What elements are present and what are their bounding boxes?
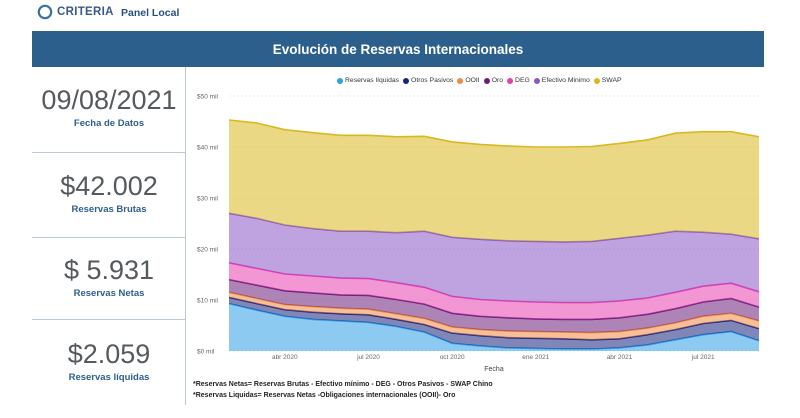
legend-item[interactable]: Reservas líquidas (337, 77, 399, 84)
footnote-reservas-liquidas: *Reservas Liquidas= Reservas Netas -Obli… (193, 391, 456, 399)
kpi-card-fecha: 09/08/2021 Fecha de Datos (32, 84, 186, 129)
x-tick-label: ene 2021 (522, 354, 549, 361)
legend-dot-icon (457, 77, 464, 84)
legend-dot-icon (403, 77, 410, 84)
kpi-column: 09/08/2021 Fecha de Datos $42.002 Reserv… (32, 67, 186, 405)
legend-dot-icon (337, 77, 343, 84)
y-tick-label: $0 mil (197, 349, 215, 356)
legend-label: Otros Pasivos (411, 77, 454, 84)
footnotes: *Reservas Netas= Reservas Brutas - Efect… (193, 380, 493, 401)
chart-legend[interactable]: Reservas líquidas Otros Pasivos OOII Oro DEG… (337, 77, 626, 84)
footnote-reservas-netas: *Reservas Netas= Reservas Brutas - Efect… (193, 381, 493, 388)
x-tick-label: oct 2020 (440, 354, 465, 361)
legend-dot-icon (483, 77, 490, 84)
legend-dot-icon (507, 77, 514, 84)
kpi-label: Reservas Brutas (71, 204, 147, 215)
kpi-value: $2.059 (67, 339, 151, 369)
kpi-value: $42.002 (60, 171, 158, 201)
area-reservas-liquidas (229, 303, 759, 351)
kpi-card-reservas-netas: $ 5.931 Reservas Netas (32, 254, 186, 299)
reserves-area-chart[interactable]: $0 mil $10 mil $20 mil $30 mil $40 mil $50 mi… (187, 67, 764, 405)
line-swap (228, 119, 760, 148)
criteria-logo-icon (37, 4, 53, 20)
legend-item[interactable]: SWAP (593, 77, 622, 84)
legend-item[interactable]: Efectivo Minimo (533, 77, 590, 84)
report-header: Evolución de Reservas Internacionales (32, 31, 764, 67)
y-tick-label: $20 mil (197, 247, 219, 254)
x-tick-label: abr 2020 (272, 354, 298, 361)
area-deg (229, 262, 759, 320)
legend-label: SWAP (601, 77, 622, 84)
criteria-logo: CRITERIA (37, 4, 114, 20)
y-tick-label: $50 mil (197, 94, 219, 101)
legend-label: Efectivo Minimo (541, 77, 590, 84)
top-bar: CRITERIA Panel Local (0, 0, 800, 26)
kpi-divider (32, 319, 186, 320)
area-otros-pasivos (229, 297, 759, 349)
kpi-divider (32, 152, 186, 153)
kpi-label: Reservas líquidas (68, 372, 150, 383)
x-tick-label: abr 2021 (607, 354, 633, 361)
area-swap (229, 120, 759, 242)
x-tick-label: jul 2020 (356, 354, 380, 361)
kpi-label: Fecha de Datos (73, 118, 145, 129)
report-title: Evolución de Reservas Internacionales (272, 41, 524, 57)
panel-title[interactable]: Panel Local (121, 7, 180, 19)
area-oro (229, 279, 759, 333)
y-tick-label: $40 mil (197, 145, 219, 152)
legend-label: Oro (491, 77, 504, 84)
area-efectivo-minimo (229, 213, 759, 303)
x-tick-label: jul 2021 (691, 354, 715, 361)
reserves-chart[interactable]: $0 mil $10 mil $20 mil $30 mil $40 mil $50 mi… (187, 67, 764, 405)
kpi-card-reservas-liquidas: $2.059 Reservas líquidas (32, 338, 186, 383)
legend-label: OOII (465, 77, 480, 84)
legend-item[interactable]: Oro (483, 77, 504, 84)
y-tick-label: $30 mil (197, 196, 219, 203)
legend-label: Reservas líquidas (345, 77, 400, 84)
logo-text: CRITERIA (57, 6, 114, 18)
legend-dot-icon (533, 77, 540, 84)
kpi-label: Reservas Netas (73, 288, 145, 299)
kpi-divider (32, 237, 186, 238)
legend-item[interactable]: DEG (507, 77, 530, 84)
legend-label: DEG (515, 77, 530, 84)
x-axis-label: Fecha (484, 366, 504, 373)
y-tick-label: $10 mil (197, 298, 219, 305)
kpi-card-reservas-brutas: $42.002 Reservas Brutas (32, 170, 186, 215)
kpi-value: $ 5.931 (63, 255, 155, 285)
legend-dot-icon (593, 77, 600, 84)
kpi-value: 09/08/2021 (41, 85, 177, 115)
legend-item[interactable]: OOII (457, 77, 480, 84)
legend-item[interactable]: Otros Pasivos (403, 77, 453, 84)
